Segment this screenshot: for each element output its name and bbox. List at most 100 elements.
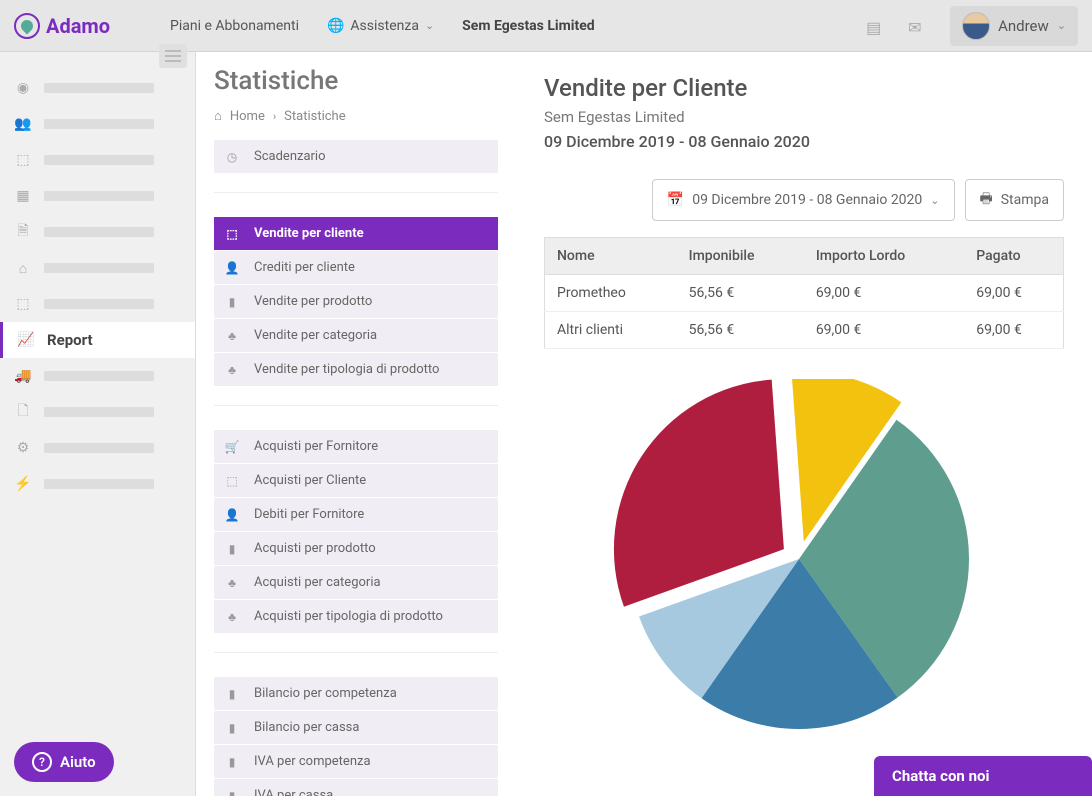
sidebar-item-report[interactable]: 📈 Report: [0, 322, 195, 358]
mail-icon[interactable]: ✉: [908, 18, 928, 34]
menu-item-label: Acquisti per categoria: [254, 575, 381, 590]
menu-item[interactable]: ⬚ Vendite per cliente: [214, 217, 498, 250]
menu-item[interactable]: ▮Vendite per prodotto: [214, 285, 498, 318]
table-cell: 69,00 €: [964, 275, 1063, 312]
money-icon: ⬚: [14, 296, 32, 312]
cash-icon: ⬚: [224, 474, 240, 488]
chat-launcher[interactable]: Chatta con noi: [874, 756, 1092, 796]
user-icon: 👤: [224, 508, 240, 522]
pie-chart-wrap: [544, 379, 1064, 739]
menu-item-label: IVA per cassa: [254, 788, 333, 796]
menu-item-label: Scadenzario: [254, 149, 326, 164]
dashboard-icon: ◉: [14, 80, 32, 96]
sidebar-active-label: Report: [47, 331, 93, 349]
menu-item[interactable]: ▮Bilancio per competenza: [214, 677, 498, 710]
menu-group-bilancio: ▮Bilancio per competenza▮Bilancio per ca…: [214, 677, 498, 796]
menu-item[interactable]: ♣Vendite per tipologia di prodotto: [214, 353, 498, 386]
menu-item[interactable]: 👤 Debiti per Fornitore: [214, 498, 498, 531]
page-title: Statistiche: [214, 66, 498, 96]
pie-slice: [614, 380, 784, 607]
column-header: Imponibile: [677, 238, 804, 275]
menu-item-label: Vendite per categoria: [254, 328, 377, 343]
logo-icon: [14, 13, 40, 39]
news-icon[interactable]: ▤: [866, 18, 886, 34]
table-row: Altri clienti56,56 €69,00 €69,00 €: [545, 312, 1064, 349]
sidebar-item[interactable]: 👥: [0, 106, 195, 142]
menu-item[interactable]: ▮ IVA per cassa: [214, 779, 498, 796]
placeholder: [44, 83, 154, 93]
menu-item[interactable]: ♣Acquisti per tipologia di prodotto: [214, 600, 498, 633]
help-button[interactable]: ? Aiuto: [14, 742, 114, 782]
menu-toggle[interactable]: [159, 44, 187, 68]
sidebar-item[interactable]: 🗋: [0, 394, 195, 430]
placeholder: [44, 443, 154, 453]
menu-item-label: Vendite per cliente: [254, 226, 364, 241]
cart-icon: 🛒: [224, 440, 240, 454]
menu-item-label: Bilancio per competenza: [254, 686, 397, 701]
chat-label: Chatta con noi: [892, 767, 989, 785]
sidebar-item[interactable]: ⚙: [0, 430, 195, 466]
menu-item-label: Crediti per cliente: [254, 260, 355, 275]
truck-icon: 🚚: [14, 368, 32, 384]
bars-icon: ▮: [224, 789, 240, 796]
breadcrumb-current: Statistiche: [284, 109, 345, 124]
menu-item[interactable]: ◷ Scadenzario: [214, 140, 498, 173]
table-cell: 56,56 €: [677, 312, 804, 349]
brand-logo[interactable]: Adamo: [14, 13, 110, 39]
table-cell: 69,00 €: [964, 312, 1063, 349]
calendar-icon: 📅: [667, 192, 684, 208]
nav-plans[interactable]: Piani e Abbonamenti: [170, 18, 299, 34]
users-icon: 👥: [14, 116, 32, 132]
help-label: Aiuto: [60, 753, 96, 771]
clock-icon: ◷: [224, 150, 240, 164]
stats-menu: Statistiche ⌂ Home › Statistiche ◷ Scaden…: [196, 52, 516, 796]
menu-item[interactable]: 🛒Acquisti per Fornitore: [214, 430, 498, 463]
menu-item-label: Vendite per tipologia di prodotto: [254, 362, 439, 377]
menu-item-label: Debiti per Fornitore: [254, 507, 364, 522]
sidebar-item[interactable]: ⬚: [0, 142, 195, 178]
user-menu[interactable]: Andrew ⌄: [950, 6, 1078, 46]
topbar-right: ▤ ✉ Andrew ⌄: [866, 6, 1078, 46]
menu-item[interactable]: ▮IVA per competenza: [214, 745, 498, 778]
sidebar-item[interactable]: ⌂: [0, 250, 195, 286]
chart-icon: 📈: [17, 332, 35, 348]
tree-icon: ♣: [224, 610, 240, 624]
menu-item-label: Vendite per prodotto: [254, 294, 372, 309]
top-nav: Piani e Abbonamenti 🌐 Assistenza ⌄ Sem E…: [170, 18, 595, 34]
sidebar-item[interactable]: ▦: [0, 178, 195, 214]
menu-item[interactable]: ♣Vendite per categoria: [214, 319, 498, 352]
menu-item-label: Acquisti per prodotto: [254, 541, 376, 556]
column-header: Pagato: [964, 238, 1063, 275]
main-content: Vendite per Cliente Sem Egestas Limited …: [516, 52, 1092, 796]
tree-icon: ♣: [224, 576, 240, 590]
menu-item[interactable]: ▮Bilancio per cassa: [214, 711, 498, 744]
placeholder: [44, 299, 154, 309]
cash-icon: ⬚: [224, 227, 240, 241]
report-title: Vendite per Cliente: [544, 74, 1064, 102]
date-picker-label: 09 Dicembre 2019 - 08 Gennaio 2020: [692, 192, 922, 208]
sidebar-item[interactable]: 🗎: [0, 214, 195, 250]
placeholder: [44, 479, 154, 489]
breadcrumb-home[interactable]: Home: [230, 109, 265, 124]
table-cell: Prometheo: [545, 275, 677, 312]
report-controls: 📅 09 Dicembre 2019 - 08 Gennaio 2020 ⌄ 🖶…: [544, 179, 1064, 221]
menu-item[interactable]: ▮Acquisti per prodotto: [214, 532, 498, 565]
menu-item[interactable]: ♣ Acquisti per categoria: [214, 566, 498, 599]
sidebar-item[interactable]: ◉: [0, 70, 195, 106]
sidebar-item[interactable]: ⚡: [0, 466, 195, 502]
table-cell: 69,00 €: [804, 312, 964, 349]
menu-item[interactable]: ⬚Acquisti per Cliente: [214, 464, 498, 497]
nav-company[interactable]: Sem Egestas Limited: [462, 18, 594, 34]
menu-item[interactable]: 👤Crediti per cliente: [214, 251, 498, 284]
box-icon: ⬚: [14, 152, 32, 168]
sidebar-item[interactable]: 🚚: [0, 358, 195, 394]
breadcrumb: ⌂ Home › Statistiche: [214, 108, 498, 124]
report-range: 09 Dicembre 2019 - 08 Gennaio 2020: [544, 132, 1064, 151]
sidebar: ◉ 👥 ⬚ ▦ 🗎 ⌂ ⬚ 📈 Report 🚚 🗋 ⚙ ⚡: [0, 52, 196, 796]
home-icon: ⌂: [214, 108, 222, 124]
print-button[interactable]: 🖶 Stampa: [965, 179, 1064, 221]
sidebar-item[interactable]: ⬚: [0, 286, 195, 322]
date-range-picker[interactable]: 📅 09 Dicembre 2019 - 08 Gennaio 2020 ⌄: [652, 179, 955, 221]
nav-assist[interactable]: 🌐 Assistenza ⌄: [327, 18, 434, 34]
gear-icon: ⚙: [14, 440, 32, 456]
